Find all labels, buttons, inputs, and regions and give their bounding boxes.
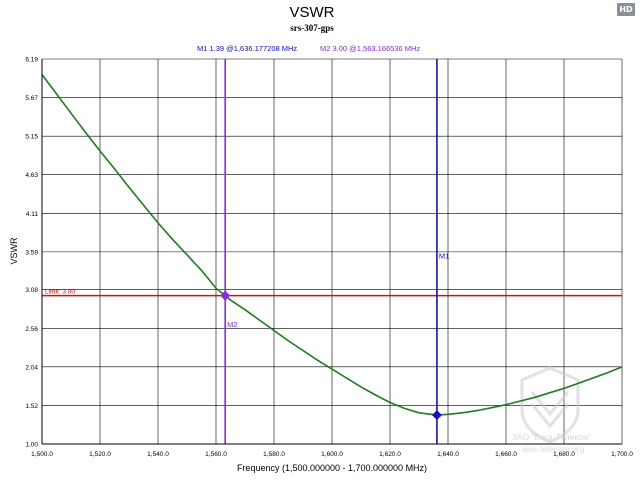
- y-tick-label: 6.19: [25, 57, 38, 64]
- x-tick-label: 1,700.0: [611, 451, 633, 458]
- y-tick-label: 5.67: [25, 95, 38, 102]
- x-tick-label: 1,560.0: [205, 451, 227, 458]
- y-tick-label: 1.52: [25, 403, 38, 410]
- x-tick-label: 1,540.0: [147, 451, 169, 458]
- marker-m2-label: M2: [227, 320, 237, 329]
- x-tick-label: 1,680.0: [553, 451, 575, 458]
- y-tick-label: 2.56: [25, 326, 38, 333]
- x-axis-label: Frequency (1,500.000000 - 1,700.000000 M…: [237, 463, 427, 473]
- watermark-shield-icon: [520, 366, 580, 444]
- markers: M1 M2: [220, 59, 449, 444]
- x-axis-ticks: 1,500.0 1,520.0 1,540.0 1,560.0 1,580.0 1,600…: [31, 451, 633, 458]
- y-tick-label: 4.63: [25, 172, 38, 179]
- vswr-series-line: [41, 74, 623, 416]
- y-tick-label: 2.04: [25, 364, 38, 371]
- x-tick-label: 1,640.0: [437, 451, 459, 458]
- watermark-site: viva-telecom.org: [522, 444, 585, 454]
- chart-title: VSWR: [290, 4, 335, 21]
- y-tick-label: 3.08: [25, 287, 38, 294]
- y-tick-label: 5.15: [25, 134, 38, 141]
- y-axis-label: VSWR: [9, 237, 19, 265]
- y-tick-label: 4.11: [26, 211, 39, 218]
- marker-readout-m1: M1 1.39 @1,636.177208 MHz: [197, 44, 297, 53]
- x-tick-label: 1,600.0: [321, 451, 343, 458]
- hd-badge[interactable]: HD: [617, 3, 635, 16]
- marker-readout: M1 1.39 @1,636.177208 MHz M2 3.00 @1,563…: [197, 44, 420, 53]
- x-tick-label: 1,660.0: [495, 451, 517, 458]
- marker-m1-point[interactable]: [431, 410, 442, 421]
- limit-line-group: Limit: 3.00: [42, 289, 622, 297]
- x-tick-label: 1,500.0: [31, 451, 53, 458]
- marker-m2-point[interactable]: [220, 290, 231, 301]
- grid: [41, 58, 623, 445]
- marker-m1-label: M1: [439, 252, 449, 261]
- x-tick-label: 1,520.0: [89, 451, 111, 458]
- watermark-company: ЗАО "Вига-Телеком": [512, 432, 592, 442]
- chart-subtitle: srs-307-gps: [290, 23, 334, 33]
- y-tick-label: 3.59: [25, 249, 38, 256]
- x-tick-label: 1,580.0: [263, 451, 285, 458]
- marker-readout-m2: M2 3.00 @1,563.166536 MHz: [320, 44, 420, 53]
- limit-label: Limit: 3.00: [45, 289, 75, 296]
- watermark: ЗАО "Вига-Телеком" viva-telecom.org: [512, 366, 592, 454]
- y-axis-ticks: 1.00 1.52 2.04 2.56 3.08 3.59 4.11 4.63 5.15 5.67…: [25, 57, 38, 449]
- x-tick-label: 1,620.0: [379, 451, 401, 458]
- y-tick-label: 1.00: [25, 442, 38, 449]
